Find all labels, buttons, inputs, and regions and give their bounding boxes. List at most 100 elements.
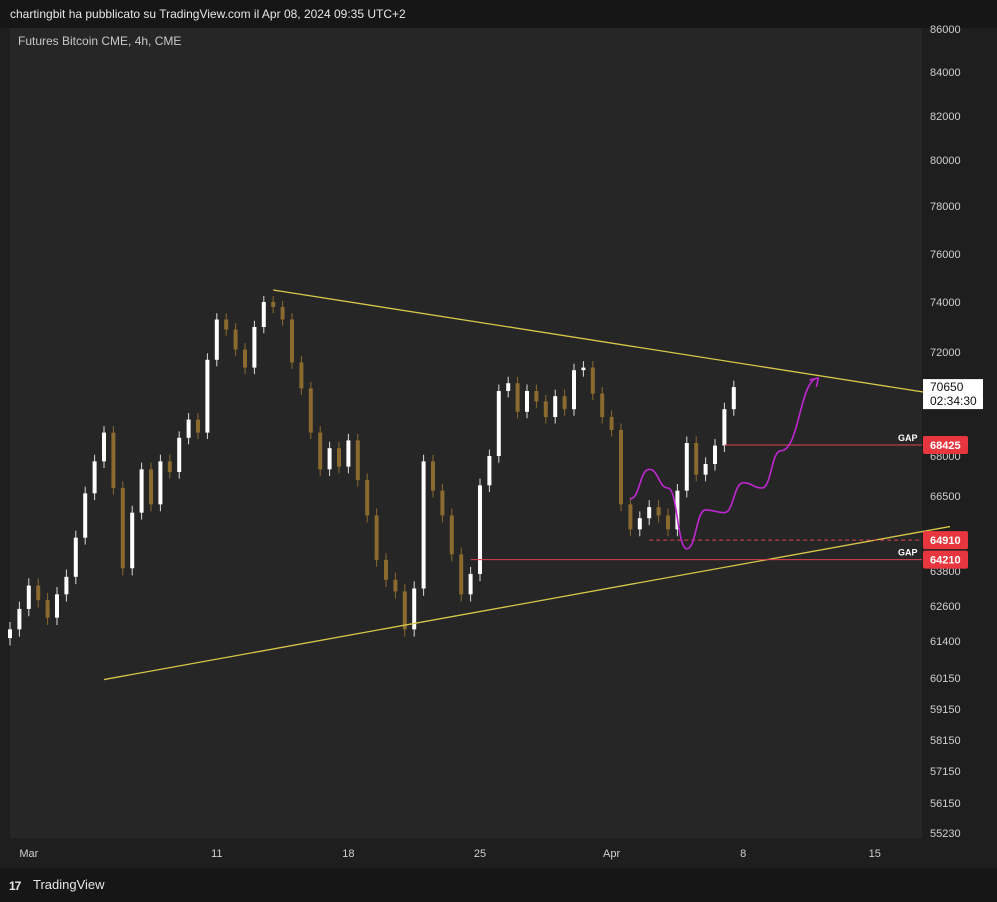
time-tick-label: Apr <box>603 848 620 860</box>
candle-body <box>581 367 586 371</box>
candle-body <box>684 443 689 491</box>
gap-label: GAP <box>898 433 918 443</box>
brand-name[interactable]: TradingView <box>33 877 105 892</box>
price-tick-label: 63800 <box>930 566 961 578</box>
candle-body <box>186 419 191 438</box>
candle-body <box>431 461 435 491</box>
candle-body <box>637 518 642 530</box>
candle-body <box>412 588 417 630</box>
candle-body <box>337 448 341 467</box>
time-tick-label: 8 <box>740 848 746 860</box>
candle-body <box>543 401 548 417</box>
price-badge[interactable] <box>923 531 968 550</box>
projection-arrow-head <box>809 377 820 388</box>
candle-body <box>553 396 558 417</box>
candle-body <box>440 490 445 516</box>
candle-body <box>487 456 492 486</box>
candle-body <box>120 488 125 569</box>
last-price-label: 70650 <box>930 380 964 394</box>
price-tick-label: 74000 <box>930 297 961 309</box>
candle-body <box>64 576 69 595</box>
candle-body <box>346 440 351 467</box>
candle-body <box>73 537 78 577</box>
candle-body <box>102 432 106 462</box>
candle-body <box>562 396 567 410</box>
price-tick-label: 55230 <box>930 828 961 840</box>
candle-body <box>45 600 50 618</box>
candle-body <box>449 515 454 555</box>
candle-body <box>36 585 41 601</box>
candle-body <box>402 591 407 630</box>
candle-body <box>205 359 210 433</box>
candle-body <box>703 464 708 475</box>
price-badge[interactable] <box>923 550 968 569</box>
candle-body <box>496 391 501 456</box>
candle-body <box>731 387 736 410</box>
candle-body <box>374 515 379 560</box>
chart-pane[interactable] <box>10 28 922 838</box>
candle-body <box>271 302 276 307</box>
candle-body <box>92 461 97 494</box>
footer: 17 TradingView <box>0 868 997 902</box>
candle-body <box>299 362 304 389</box>
candle-body <box>158 461 163 505</box>
candle-body <box>243 349 247 368</box>
time-tick-label: Mar <box>19 848 38 860</box>
time-axis[interactable] <box>10 838 922 868</box>
candle-body <box>609 417 614 430</box>
candle-body <box>459 554 464 595</box>
price-tick-label: 59150 <box>930 704 961 716</box>
candle-body <box>572 370 576 410</box>
candle-body <box>177 437 182 472</box>
projection-path[interactable] <box>630 377 819 550</box>
candle-body <box>365 480 370 516</box>
tradingview-logo-icon[interactable]: 17 <box>9 879 21 893</box>
candle-body <box>722 409 727 446</box>
candle-body <box>196 419 200 433</box>
price-tick-label: 58150 <box>930 735 961 747</box>
candle-body <box>525 391 529 412</box>
candle-body <box>55 594 59 618</box>
price-tick-label: 68000 <box>930 451 961 463</box>
candle-body <box>261 302 266 327</box>
candle-body <box>111 432 116 488</box>
price-axis[interactable] <box>922 28 997 838</box>
candle-body <box>628 504 633 530</box>
symbol-title: Futures Bitcoin CME, 4h, CME <box>18 34 182 48</box>
candle-body <box>233 329 238 350</box>
candle-body <box>149 469 153 505</box>
candle-body <box>675 490 680 530</box>
price-tick-label: 60150 <box>930 673 961 685</box>
candle-body <box>167 461 172 472</box>
candle-body <box>17 608 22 630</box>
candle-body <box>308 388 313 433</box>
price-badge-label: 64910 <box>930 535 961 547</box>
candle-body <box>421 461 426 589</box>
candle-body <box>515 383 520 412</box>
countdown-label: 02:34:30 <box>930 394 977 408</box>
price-tick-label: 61400 <box>930 636 961 648</box>
time-tick-label: 25 <box>474 848 486 860</box>
candle-body <box>468 573 473 595</box>
trendline-resistance[interactable] <box>273 289 951 397</box>
candle-body <box>713 445 717 464</box>
candle-body <box>252 327 257 368</box>
candle-body <box>694 443 699 475</box>
candle-body <box>600 393 605 417</box>
candle-body <box>280 307 285 320</box>
price-tick-label: 62600 <box>930 601 961 613</box>
publish-text: chartingbit ha pubblicato su TradingView… <box>10 7 406 21</box>
price-badge[interactable] <box>923 435 968 454</box>
price-tick-label: 80000 <box>930 155 961 167</box>
candle-body <box>290 319 294 363</box>
price-tick-label: 76000 <box>930 249 961 261</box>
candle-body <box>534 391 539 402</box>
gap-label: GAP <box>898 548 918 558</box>
trendline-support[interactable] <box>103 525 951 681</box>
candle-body <box>506 383 511 391</box>
candle-body <box>355 440 360 480</box>
candle-body <box>478 485 482 574</box>
time-tick-label: 18 <box>342 848 354 860</box>
price-tick-label: 86000 <box>930 24 961 36</box>
